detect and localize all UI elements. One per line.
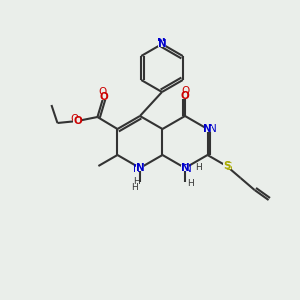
Bar: [100, 94, 107, 100]
Text: O: O: [182, 86, 190, 96]
Bar: [223, 163, 231, 169]
Text: N: N: [158, 39, 166, 49]
Text: H: H: [196, 163, 202, 172]
Text: H: H: [132, 182, 138, 191]
Text: N: N: [203, 124, 212, 134]
Text: O: O: [181, 91, 189, 101]
Bar: [203, 126, 211, 132]
Text: O: O: [98, 87, 106, 97]
Bar: [181, 93, 189, 99]
Text: N: N: [184, 164, 192, 174]
Text: S: S: [225, 162, 232, 172]
Text: N: N: [157, 38, 165, 48]
Bar: [158, 41, 166, 47]
Text: O: O: [73, 116, 82, 126]
Text: N: N: [136, 163, 144, 173]
Text: O: O: [70, 114, 79, 124]
Text: S: S: [223, 161, 230, 171]
Text: O: O: [99, 92, 108, 102]
Text: H: H: [134, 178, 140, 187]
Text: N: N: [181, 163, 189, 173]
Bar: [136, 165, 144, 171]
Text: N: N: [208, 124, 216, 134]
Bar: [181, 165, 189, 171]
Text: H: H: [187, 178, 194, 188]
Bar: [74, 118, 82, 124]
Text: N: N: [133, 164, 141, 174]
